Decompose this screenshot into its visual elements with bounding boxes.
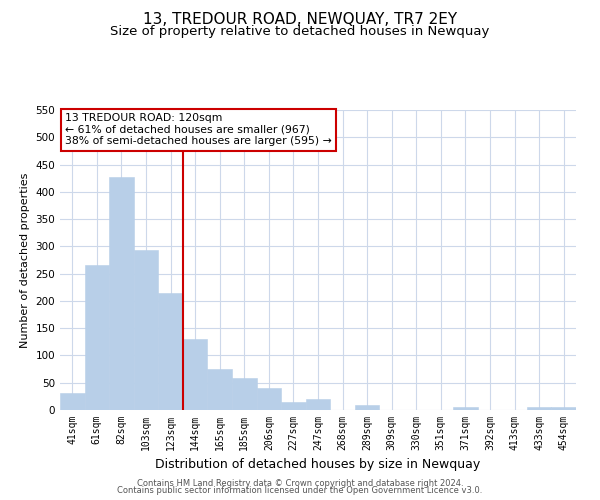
Bar: [134, 250, 158, 410]
Bar: [306, 399, 330, 410]
Bar: [527, 408, 551, 410]
Bar: [158, 292, 183, 410]
Bar: [208, 368, 232, 410]
Bar: [355, 404, 379, 410]
Bar: [109, 176, 134, 410]
Text: Contains public sector information licensed under the Open Government Licence v3: Contains public sector information licen…: [118, 486, 482, 495]
Bar: [551, 408, 576, 410]
Text: 13 TREDOUR ROAD: 120sqm
← 61% of detached houses are smaller (967)
38% of semi-d: 13 TREDOUR ROAD: 120sqm ← 61% of detache…: [65, 113, 332, 146]
Bar: [85, 266, 109, 410]
Text: Contains HM Land Registry data © Crown copyright and database right 2024.: Contains HM Land Registry data © Crown c…: [137, 478, 463, 488]
Y-axis label: Number of detached properties: Number of detached properties: [20, 172, 30, 348]
X-axis label: Distribution of detached houses by size in Newquay: Distribution of detached houses by size …: [155, 458, 481, 471]
Bar: [257, 388, 281, 410]
Bar: [60, 393, 85, 410]
Bar: [281, 402, 306, 410]
Bar: [232, 378, 257, 410]
Bar: [183, 339, 208, 410]
Text: 13, TREDOUR ROAD, NEWQUAY, TR7 2EY: 13, TREDOUR ROAD, NEWQUAY, TR7 2EY: [143, 12, 457, 28]
Text: Size of property relative to detached houses in Newquay: Size of property relative to detached ho…: [110, 25, 490, 38]
Bar: [453, 408, 478, 410]
